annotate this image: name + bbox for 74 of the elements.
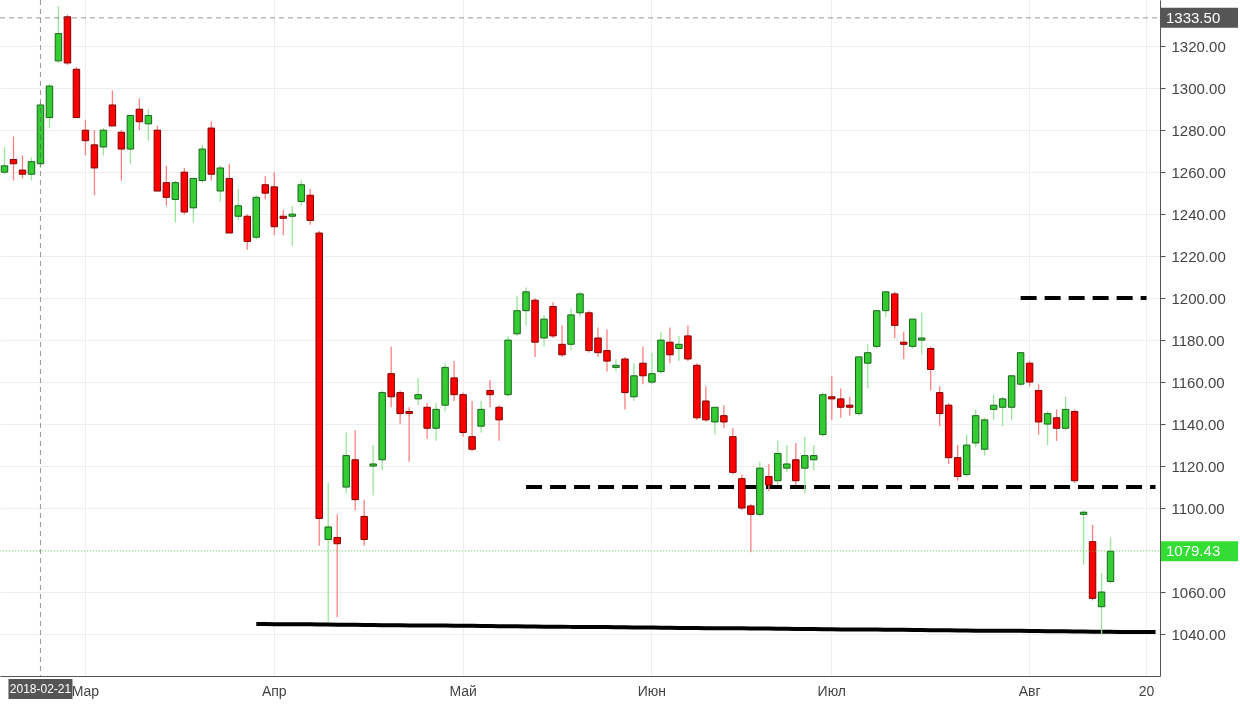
y-tick-label: 1140.00 bbox=[1171, 415, 1225, 433]
candlestick bbox=[216, 165, 225, 203]
y-tick-label: 1120.00 bbox=[1171, 457, 1225, 475]
candlestick bbox=[576, 291, 584, 318]
ref-line-label: 1079.43 bbox=[1166, 542, 1221, 560]
x-tick-label: 20 bbox=[1138, 682, 1155, 699]
x-tick-label: 2018-02-21 bbox=[9, 682, 72, 696]
y-tick-label: 1260.00 bbox=[1171, 163, 1226, 181]
candlestick bbox=[1079, 509, 1088, 566]
candlestick bbox=[612, 358, 620, 373]
candlestick bbox=[0, 146, 9, 175]
candlestick bbox=[288, 205, 296, 247]
candlestick bbox=[558, 324, 566, 358]
candlestick bbox=[477, 400, 485, 434]
y-tick-label: 1060.00 bbox=[1171, 583, 1226, 601]
candlestick bbox=[234, 188, 243, 222]
candlestick bbox=[369, 444, 377, 497]
y-tick-label: 1100.00 bbox=[1171, 499, 1225, 517]
candlestick bbox=[648, 352, 656, 385]
candlestick bbox=[324, 482, 332, 623]
candlestick bbox=[792, 442, 800, 486]
line-series bbox=[254, 621, 1158, 635]
candlestick bbox=[765, 463, 773, 492]
candlestick bbox=[926, 345, 935, 392]
candlestick bbox=[18, 154, 27, 180]
y-tick-label: 1040.00 bbox=[1171, 625, 1226, 643]
candlestick bbox=[144, 108, 153, 142]
candlestick bbox=[99, 127, 108, 156]
x-tick-label: Авг bbox=[1018, 682, 1041, 699]
candlestick bbox=[1025, 360, 1034, 387]
y-tick-label: 1300.00 bbox=[1171, 79, 1226, 97]
x-tick-label: Мар bbox=[71, 682, 100, 699]
candlestick bbox=[1043, 410, 1052, 446]
candlestick bbox=[333, 513, 341, 618]
candlestick bbox=[486, 379, 494, 408]
candlestick bbox=[720, 404, 728, 429]
candlestick bbox=[899, 331, 908, 360]
candlestick bbox=[90, 129, 99, 196]
candlestick bbox=[27, 156, 36, 182]
candlestick bbox=[297, 179, 305, 207]
candlestick bbox=[360, 499, 368, 547]
candlestick bbox=[108, 89, 117, 127]
y-tick-label: 1320.00 bbox=[1171, 37, 1226, 55]
x-tick-label: Апр bbox=[261, 682, 287, 699]
y-tick-label: 1200.00 bbox=[1171, 289, 1226, 307]
candlestick bbox=[414, 377, 422, 406]
candlestick bbox=[432, 402, 440, 442]
candlestick bbox=[630, 362, 638, 402]
candlestick bbox=[171, 179, 180, 224]
candlestick bbox=[684, 324, 692, 362]
candlestick bbox=[9, 135, 18, 182]
candlestick bbox=[675, 335, 683, 362]
candlestick bbox=[423, 402, 431, 440]
y-tick-label: 1240.00 bbox=[1171, 205, 1226, 223]
candlestick bbox=[1061, 396, 1070, 432]
candlestick bbox=[1097, 572, 1106, 635]
candlestick bbox=[117, 129, 126, 182]
candlestick bbox=[495, 404, 503, 442]
candlestick bbox=[711, 406, 719, 436]
x-tick-label: Май bbox=[449, 682, 477, 699]
candlestick bbox=[81, 119, 90, 156]
candlestick bbox=[1052, 408, 1061, 442]
x-tick-label: Июн bbox=[637, 682, 667, 699]
ref-line-label: 1333.50 bbox=[1166, 8, 1221, 26]
candlestick bbox=[135, 98, 144, 131]
candlestick bbox=[468, 400, 476, 453]
candlestick bbox=[639, 345, 647, 385]
candlestick bbox=[666, 326, 674, 364]
y-tick-label: 1220.00 bbox=[1171, 247, 1226, 265]
x-tick-label: Июл bbox=[817, 682, 846, 699]
y-tick-label: 1280.00 bbox=[1171, 121, 1226, 139]
candlestick bbox=[540, 314, 548, 348]
y-tick-label: 1160.00 bbox=[1171, 373, 1225, 391]
y-tick-label: 1180.00 bbox=[1171, 331, 1225, 349]
